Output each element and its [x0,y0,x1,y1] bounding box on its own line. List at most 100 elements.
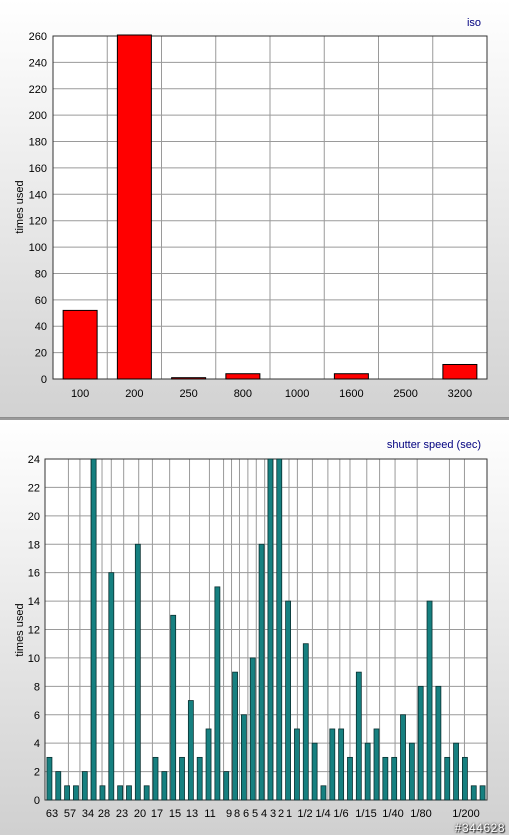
bar [445,757,450,800]
bar [172,378,206,379]
x-tick-label: 34 [82,808,94,820]
y-tick-label: 16 [28,568,40,580]
x-tick-label: 15 [169,808,181,820]
bar [241,715,246,800]
bar [118,786,123,800]
x-tick-label: 17 [151,808,163,820]
x-tick-label: 9 [226,808,232,820]
x-tick-label: 1/2 [297,808,312,820]
y-tick-label: 40 [35,321,47,333]
bar [188,701,193,800]
bar [401,715,406,800]
bar [153,757,158,800]
bar [226,374,260,379]
bar [180,757,185,800]
bar [334,374,368,379]
bar [63,310,97,379]
y-tick-label: 8 [34,681,40,693]
bar [82,772,87,800]
y-tick-label: 14 [28,596,40,608]
bar [250,658,255,800]
x-tick-label: 2500 [393,388,417,400]
x-tick-label: 20 [134,808,146,820]
y-tick-label: 18 [28,539,40,551]
x-tick-label: 5 [252,808,258,820]
bar [383,757,388,800]
x-tick-label: 1 [286,808,292,820]
bar [268,459,273,800]
y-tick-label: 20 [35,348,47,360]
y-tick-label: 10 [28,653,40,665]
bar [480,786,485,800]
x-tick-label: 6 [243,808,249,820]
x-tick-label: 1/200 [452,808,480,820]
bar [117,35,151,379]
bar [418,686,423,800]
bar [100,786,105,800]
y-tick-label: 20 [28,511,40,523]
bar [356,672,361,800]
bar [454,743,459,800]
x-tick-label: 1600 [339,388,363,400]
bar [65,786,70,800]
x-tick-label: 2 [278,808,284,820]
bar [171,615,176,800]
x-tick-label: 28 [98,808,110,820]
x-tick-label: 3200 [448,388,472,400]
x-tick-label: 1/15 [355,808,376,820]
y-tick-label: 4 [34,738,40,750]
y-tick-label: 220 [29,84,47,96]
y-tick-label: 80 [35,268,47,280]
x-tick-label: 200 [125,388,143,400]
x-tick-label: 3 [270,808,276,820]
y-tick-label: 22 [28,482,40,494]
y-tick-label: 60 [35,295,47,307]
bar [409,743,414,800]
bar [91,459,96,800]
bar [365,743,370,800]
bar [427,601,432,800]
bar [286,601,291,800]
y-tick-label: 180 [29,137,47,149]
y-axis-label: times used [14,603,26,656]
x-tick-label: 13 [186,808,198,820]
bar [126,786,131,800]
x-tick-label: 4 [261,808,267,820]
bar [135,544,140,800]
bar [144,786,149,800]
bar [374,729,379,800]
bar [206,729,211,800]
bar [233,672,238,800]
x-tick-label: 23 [116,808,128,820]
bar [56,772,61,800]
x-tick-label: 1000 [285,388,309,400]
bar [215,587,220,800]
chart-title: iso [467,17,481,29]
bar [162,772,167,800]
bar [109,573,114,800]
chart-title: shutter speed (sec) [387,439,481,451]
x-tick-label: 250 [179,388,197,400]
y-tick-label: 6 [34,710,40,722]
bar [330,729,335,800]
x-tick-label: 57 [64,808,76,820]
y-tick-label: 0 [34,795,40,807]
bar [471,786,476,800]
bar [197,757,202,800]
y-tick-label: 24 [28,454,40,466]
y-tick-label: 12 [28,625,40,637]
x-tick-label: 100 [71,388,89,400]
x-tick-label: 1/4 [315,808,330,820]
bar [73,786,78,800]
bar [339,729,344,800]
bar [462,757,467,800]
y-tick-label: 120 [29,216,47,228]
bar [443,364,477,379]
x-tick-label: 63 [46,808,58,820]
bar [312,743,317,800]
bar [321,786,326,800]
